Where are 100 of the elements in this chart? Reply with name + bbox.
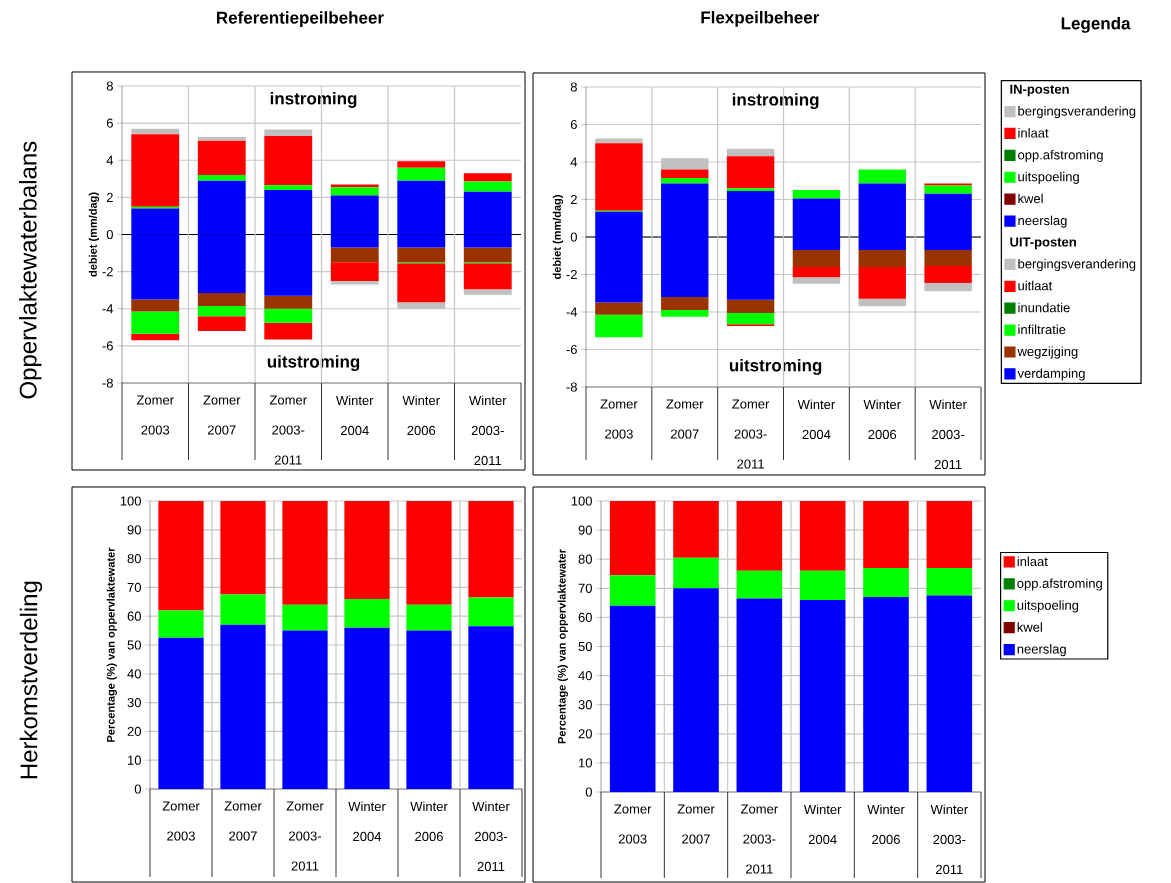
y-tick-label: -8 xyxy=(102,378,113,388)
bar xyxy=(197,137,246,141)
category-label: Zomer 2007 xyxy=(224,801,262,841)
annotation: instroming xyxy=(270,91,357,108)
bar xyxy=(673,501,719,558)
category-label: Zomer 2003 xyxy=(614,804,652,844)
y-tick-label: -2 xyxy=(566,269,577,280)
category-label: Zomer 2003 xyxy=(136,395,174,435)
bar xyxy=(924,185,972,194)
y-tick-label: 80 xyxy=(127,553,141,564)
text: Oppervlaktewaterbalans xyxy=(19,141,42,399)
legend-label: inundatie xyxy=(1018,302,1070,313)
bar xyxy=(330,262,379,281)
bar xyxy=(158,610,204,638)
bar xyxy=(863,501,909,568)
bar xyxy=(406,604,452,631)
legend-label: inlaat xyxy=(1018,128,1049,138)
bar xyxy=(220,594,266,625)
bar xyxy=(726,156,775,189)
bar xyxy=(661,177,709,184)
y-tick-label: 6 xyxy=(106,118,113,128)
bar xyxy=(661,310,709,317)
legend-label: opp.afstroming xyxy=(1017,578,1102,591)
text: Herkomstverdeling xyxy=(19,581,43,779)
y-tick-label: 8 xyxy=(570,82,577,92)
legend-label: kwel xyxy=(1018,193,1043,204)
bar xyxy=(799,570,846,600)
bar xyxy=(264,322,313,340)
category-label: Winter 2003-2011 xyxy=(929,399,967,470)
y-tick-label: 0 xyxy=(585,787,592,797)
bar xyxy=(463,247,512,263)
category-label: Zomer 2003 xyxy=(162,801,200,841)
bar xyxy=(609,575,656,606)
category-label: Winter 2003-2011 xyxy=(469,395,507,466)
legend-label: uitlaat xyxy=(1018,280,1053,291)
bar xyxy=(131,311,180,334)
bar xyxy=(397,167,446,181)
y-tick-label: 4 xyxy=(106,155,114,165)
y-tick-label: -4 xyxy=(102,304,114,314)
y-tick-label: 0 xyxy=(570,232,577,242)
y-tick-label: 2 xyxy=(106,192,113,202)
bar xyxy=(792,277,841,284)
bar xyxy=(131,128,180,135)
legend-label: neerslag xyxy=(1017,644,1066,657)
y-tick-label: 40 xyxy=(578,670,592,681)
bar xyxy=(595,143,643,211)
bar xyxy=(264,129,313,137)
y-tick-label: 60 xyxy=(578,612,592,622)
y-tick-label: 20 xyxy=(578,729,592,739)
bar xyxy=(197,316,246,332)
bar xyxy=(397,161,446,168)
legend-label: bergingsverandering xyxy=(1018,106,1136,119)
chart-title: Flexpeilbeheer xyxy=(701,11,820,27)
y-tick-label: 0 xyxy=(134,784,141,794)
category-label: Zomer 2003 xyxy=(600,399,638,439)
bar xyxy=(158,501,204,611)
bar xyxy=(924,266,972,283)
bar xyxy=(330,187,379,196)
category-label: Winter 2003-2011 xyxy=(472,801,510,872)
category-label: Winter 2004 xyxy=(348,801,386,842)
bar xyxy=(220,624,266,789)
bar xyxy=(673,557,719,589)
legend-label: neerslag xyxy=(1018,215,1067,228)
bar xyxy=(330,184,379,188)
bar xyxy=(468,501,514,598)
y-tick-label: 80 xyxy=(578,554,592,564)
y-tick-label: -4 xyxy=(566,307,578,317)
bar xyxy=(595,314,643,338)
y-tick-label: 20 xyxy=(127,726,141,736)
legend-label: verdamping xyxy=(1017,368,1085,381)
bar xyxy=(197,292,246,306)
category-label: Zomer 2003-2011 xyxy=(286,801,324,871)
bar xyxy=(924,282,972,292)
category-label: Winter 2003-2011 xyxy=(930,804,968,875)
bar xyxy=(726,312,775,325)
bar xyxy=(792,250,841,267)
y-tick-label: 6 xyxy=(570,119,577,130)
bar xyxy=(661,296,709,311)
y-tick-label: 30 xyxy=(127,697,141,708)
legend-label: kwel xyxy=(1017,622,1042,632)
bar xyxy=(463,181,512,192)
y-tick-label: 70 xyxy=(127,582,141,592)
bar xyxy=(397,302,446,309)
bar xyxy=(736,570,783,599)
bar xyxy=(282,604,328,631)
bar xyxy=(736,501,783,571)
bar xyxy=(726,188,775,192)
bar xyxy=(673,588,719,792)
bar xyxy=(197,305,246,317)
bar xyxy=(264,136,313,186)
bar xyxy=(926,595,973,792)
bar xyxy=(463,289,512,295)
bar xyxy=(282,630,328,789)
bar xyxy=(330,280,379,285)
bar xyxy=(926,567,973,596)
y-tick-label: 70 xyxy=(578,583,592,593)
bar xyxy=(792,266,841,278)
category-label: Winter 2006 xyxy=(410,801,448,842)
annotation: uitstroming xyxy=(267,355,360,372)
bar xyxy=(197,175,246,181)
